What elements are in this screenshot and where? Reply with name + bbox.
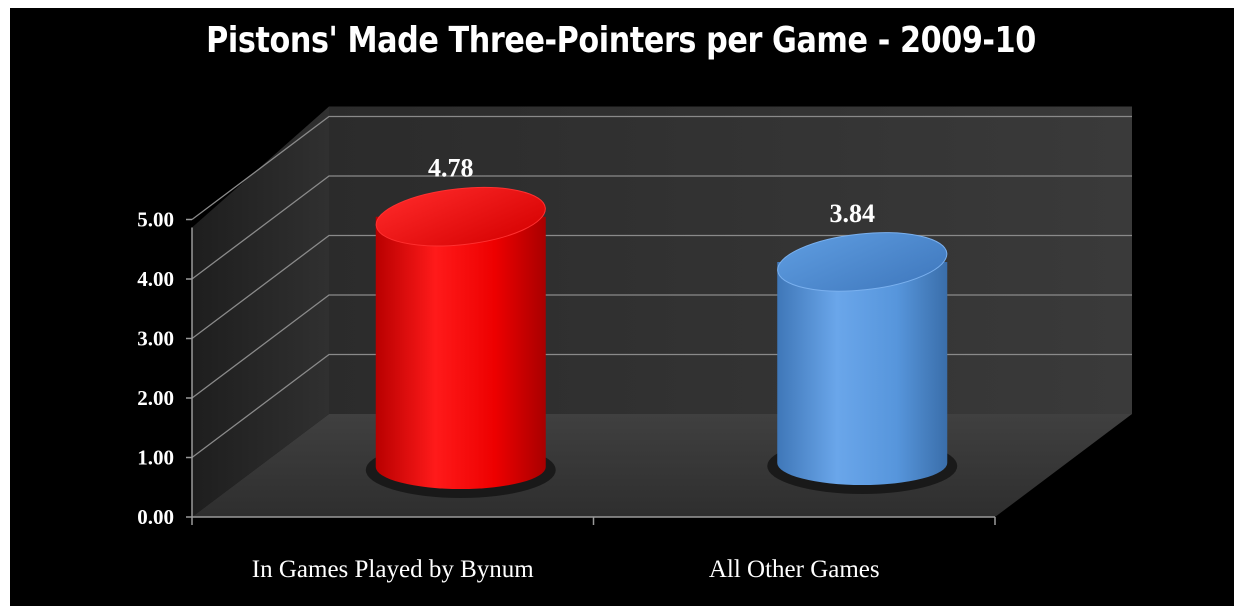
y-tick-label: 1.00 xyxy=(137,446,174,470)
floor xyxy=(192,414,1132,517)
x-category-label: In Games Played by Bynum xyxy=(252,556,534,583)
y-tick-label: 5.00 xyxy=(137,208,174,232)
y-tick-label: 3.00 xyxy=(137,327,174,351)
bar-top-cap xyxy=(375,186,546,247)
y-tick-label: 2.00 xyxy=(137,386,174,410)
gridline xyxy=(191,175,1132,280)
bar-top-cap xyxy=(777,232,948,292)
gridline xyxy=(191,115,1132,221)
y-tick-label: 0.00 xyxy=(137,505,174,529)
y-tick-label: 4.00 xyxy=(137,267,174,291)
side-wall xyxy=(192,106,329,517)
bar-other-games xyxy=(777,261,948,486)
chart-title: Pistons' Made Three-Pointers per Game - … xyxy=(206,20,1036,61)
data-label: 4.78 xyxy=(428,154,474,183)
bar-bynum xyxy=(375,216,546,490)
data-label: 3.84 xyxy=(830,199,876,228)
x-category-label: All Other Games xyxy=(709,556,880,583)
